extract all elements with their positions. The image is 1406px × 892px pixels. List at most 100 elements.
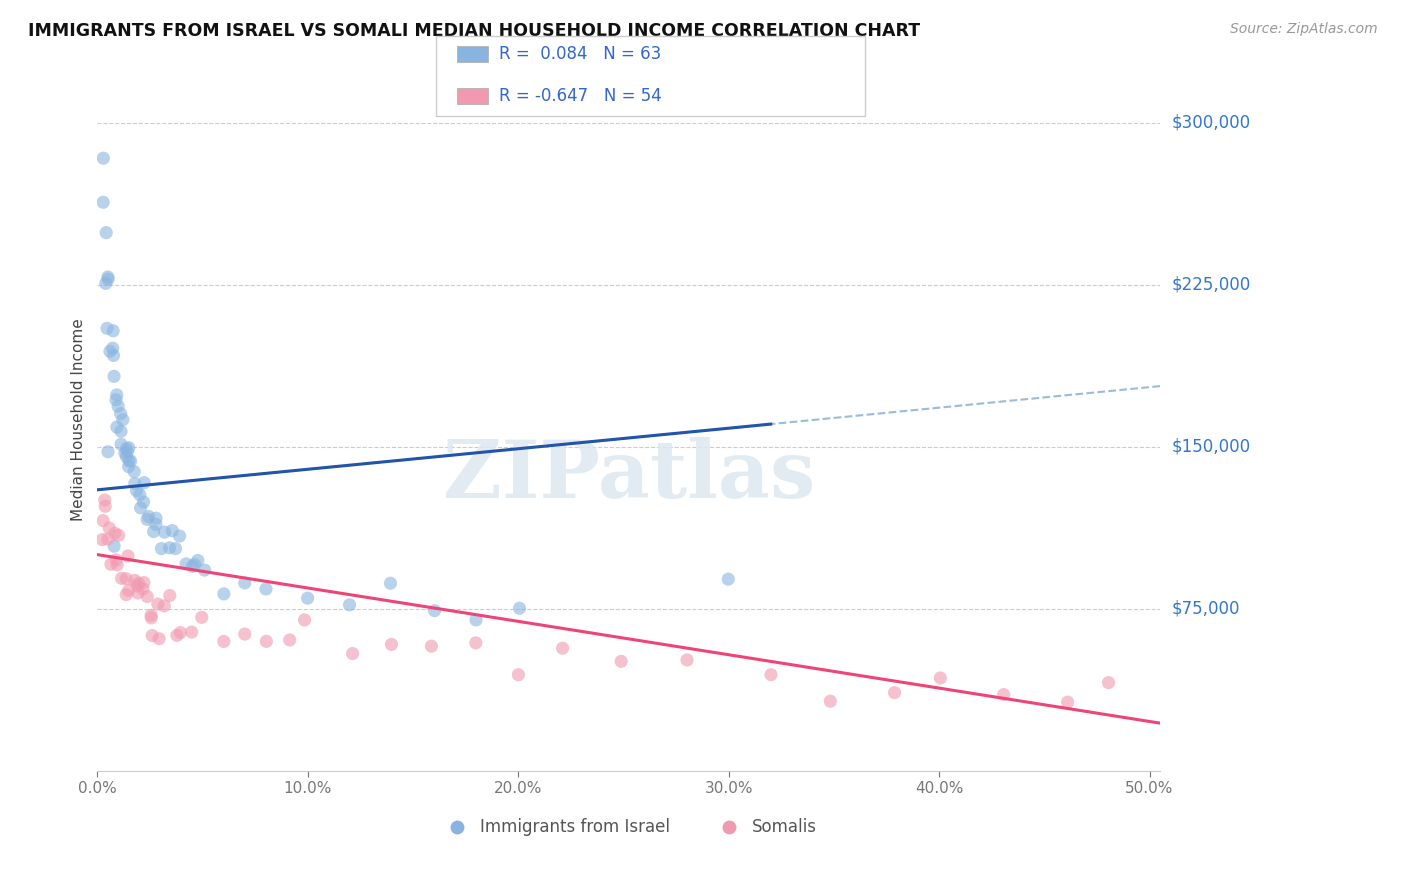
Point [115, 572, 138, 586]
Point [110, 571, 132, 585]
Point [278, 632, 301, 647]
Point [117, 444, 139, 458]
Point [159, 589, 181, 603]
Point [115, 450, 138, 464]
Point [759, 667, 782, 681]
Point [146, 597, 169, 611]
Point [91, 195, 114, 210]
Point [94, 500, 117, 514]
Point [148, 632, 170, 646]
Point [191, 610, 214, 624]
Point [91, 533, 114, 547]
Point [128, 488, 150, 502]
Point [339, 598, 361, 612]
Point [136, 512, 159, 526]
Point [145, 511, 167, 525]
Point [1056, 695, 1078, 709]
Legend: Immigrants from Israel, Somalis: Immigrants from Israel, Somalis [433, 812, 824, 843]
Point [132, 575, 155, 590]
Text: IMMIGRANTS FROM ISRAEL VS SOMALI MEDIAN HOUSEHOLD INCOME CORRELATION CHART: IMMIGRANTS FROM ISRAEL VS SOMALI MEDIAN … [28, 22, 921, 40]
Y-axis label: Median Household Income: Median Household Income [72, 318, 86, 521]
Point [97, 444, 120, 458]
Point [145, 517, 167, 532]
Point [423, 604, 446, 618]
Point [380, 637, 402, 651]
Point [105, 553, 128, 567]
Point [150, 541, 173, 556]
Point [141, 611, 163, 625]
Point [181, 559, 204, 574]
Point [883, 686, 905, 700]
Point [132, 495, 155, 509]
Point [551, 641, 574, 656]
Point [174, 557, 197, 571]
Text: $75,000: $75,000 [1171, 599, 1240, 617]
Point [153, 599, 176, 613]
Point [96, 226, 118, 240]
Point [676, 653, 699, 667]
Point [127, 579, 149, 593]
Point [105, 388, 128, 402]
Point [114, 446, 136, 460]
Point [117, 459, 139, 474]
Point [115, 588, 138, 602]
Point [297, 591, 319, 606]
Point [110, 437, 132, 451]
Point [820, 694, 842, 708]
Point [97, 270, 120, 285]
Point [91, 151, 114, 165]
Text: Source: ZipAtlas.com: Source: ZipAtlas.com [1230, 22, 1378, 37]
Point [124, 476, 146, 491]
Point [118, 441, 141, 455]
Point [508, 667, 530, 681]
Point [136, 590, 159, 604]
Point [97, 532, 120, 546]
Point [107, 399, 129, 413]
Text: $150,000: $150,000 [1171, 438, 1250, 456]
Point [124, 574, 146, 588]
Point [91, 514, 114, 528]
Point [118, 453, 141, 467]
Point [166, 628, 188, 642]
Point [159, 541, 181, 555]
Point [464, 636, 486, 650]
Point [118, 583, 141, 598]
Point [103, 348, 125, 362]
Point [233, 575, 256, 590]
Point [97, 272, 120, 286]
Point [103, 539, 125, 553]
Point [212, 634, 235, 648]
Point [233, 627, 256, 641]
Point [929, 671, 952, 685]
Point [153, 525, 176, 540]
Point [94, 277, 117, 291]
Text: R = -0.647   N = 54: R = -0.647 N = 54 [499, 87, 662, 105]
Point [115, 442, 138, 456]
Point [465, 613, 488, 627]
Point [110, 425, 132, 439]
Point [212, 587, 235, 601]
Point [120, 454, 142, 468]
Point [380, 576, 402, 591]
Point [610, 654, 633, 668]
Point [180, 625, 202, 640]
Text: $300,000: $300,000 [1171, 113, 1250, 131]
Point [127, 586, 149, 600]
Point [294, 613, 316, 627]
Point [94, 493, 117, 508]
Point [169, 529, 191, 543]
Point [98, 521, 121, 535]
Point [125, 483, 148, 498]
Point [105, 558, 128, 572]
Point [105, 392, 128, 407]
Point [101, 324, 124, 338]
Point [103, 369, 125, 384]
Text: R =  0.084   N = 63: R = 0.084 N = 63 [499, 45, 661, 63]
Point [100, 558, 122, 572]
Text: $225,000: $225,000 [1171, 276, 1250, 293]
Point [254, 582, 277, 596]
Point [139, 608, 162, 623]
Point [342, 647, 364, 661]
Point [98, 344, 121, 359]
Point [134, 475, 156, 490]
